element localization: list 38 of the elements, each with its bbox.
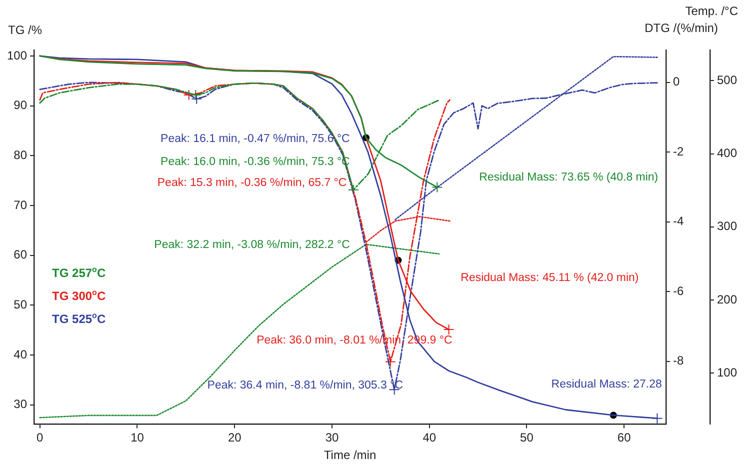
y3-tick-label: 300 [716,219,738,234]
annotation: Residual Mass: 73.65 % (40.8 min) [479,171,658,184]
annotation: Peak: 15.3 min, -0.36 %/min, 65.7 °C [157,177,347,190]
y3-tick-label: 200 [716,292,738,306]
y-tick-label: 100 [6,48,28,62]
y2-tick-label: 0 [672,74,680,89]
x-tick-label: 60 [617,430,632,445]
y2-tick-label: -6 [672,284,684,298]
y-tick-label: 30 [14,397,28,412]
text: TG 300$^{o}$C [52,286,106,305]
y-tick-label: 40 [14,347,28,362]
text: TG 525$^{o}$C [52,310,106,328]
x-tick-label: 30 [325,430,339,445]
y-tick-label: 90 [14,98,28,112]
x-tick-label: 40 [422,430,436,445]
x-tick-label: 20 [228,430,242,445]
y3-tick-label: 400 [716,146,738,160]
annotation: Peak: 32.2 min, -3.08 %/min, 282.2 °C [154,239,350,252]
y2-tick-label: -8 [672,354,684,368]
y-axis-title: TG /% [8,23,42,37]
annotation: Residual Mass: 45.11 % (42.0 min) [460,272,639,284]
x-tick-label: 0 [36,430,44,445]
x-tick-label: 50 [520,430,534,445]
x-axis-title: Time /min [324,448,376,462]
y2-axis-title: DTG /(%/min) [644,21,718,35]
y-tick-label: 50 [14,297,28,312]
annotation: Peak: 16.1 min, -0.47 %/min, 75.6 °C [160,133,350,146]
text: TG 257$^{o}$C [52,264,106,282]
y2-tick-label: -2 [672,144,684,158]
annotation: Residual Mass: 27.28 [551,378,662,390]
y-tick-label: 80 [14,148,28,162]
y2-tick-label: -4 [672,214,684,228]
y-tick-label: 70 [14,198,28,212]
x-tick-label: 10 [130,430,144,445]
y3-axis-title: Temp. /°C [685,4,738,18]
y3-tick-label: 100 [716,365,738,380]
y-tick-label: 60 [14,248,28,262]
y3-tick-label: 500 [716,73,738,88]
